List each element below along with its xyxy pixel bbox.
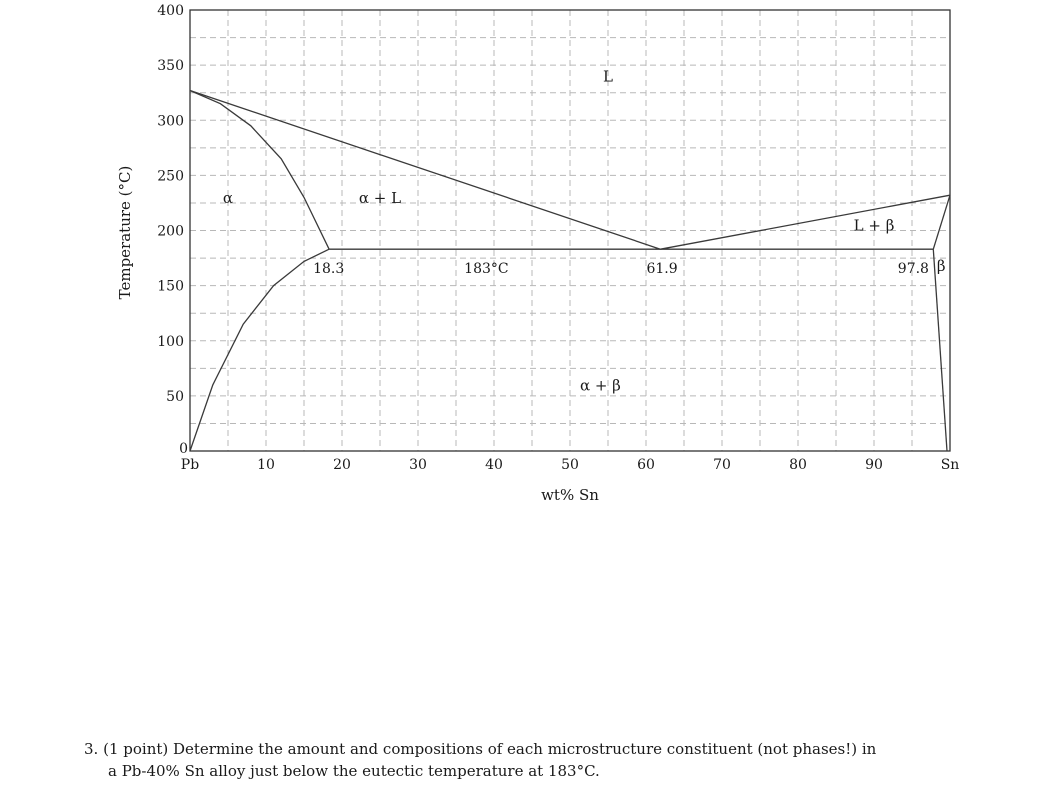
y-tick-label: 350 [157, 58, 184, 74]
x-tick-label: 60 [637, 457, 655, 473]
phase-region-label: α + β [580, 376, 621, 394]
phase-diagram: Pb 10 20 30 40 50 60 70 80 90 Sn 0 50 100 150 200 250 300… [116, 3, 959, 504]
x-tick-label: Sn [941, 457, 960, 473]
tick-labels: Pb 10 20 30 40 50 60 70 80 90 Sn 0 50 100 150 200 250 300… [157, 3, 959, 473]
phase-diagram-svg: Pb 10 20 30 40 50 60 70 80 90 Sn 0 50 100 150 200 250 300… [116, 3, 959, 504]
x-tick-label: 80 [789, 457, 807, 473]
composition-label: 183°C [464, 261, 508, 277]
phase-region-label: α [223, 189, 233, 207]
x-tick-label: 30 [409, 457, 427, 473]
composition-label: 18.3 [313, 261, 344, 277]
x-tick-label: 40 [485, 457, 503, 473]
composition-label: 97.8 [898, 261, 929, 277]
annotations: Lα α + L L + β α + β β 18.3 183°C 61.9 97.8 [223, 68, 946, 395]
y-tick-label: 0 [179, 441, 188, 457]
grid [190, 10, 950, 451]
question-line-2: a Pb-40% Sn alloy just below the eutecti… [108, 762, 600, 780]
composition-label: 61.9 [646, 261, 677, 277]
x-axis-title: wt% Sn [541, 486, 599, 504]
y-tick-label: 200 [157, 224, 184, 240]
x-tick-label: 90 [865, 457, 883, 473]
x-tick-label: 50 [561, 457, 579, 473]
phase-boundary-line [189, 248, 330, 452]
x-tick-label: Pb [181, 457, 199, 473]
phase-region-label: β [937, 257, 946, 275]
phase-boundary-line [189, 89, 330, 250]
y-axis-title: Temperature (°C) [116, 166, 134, 300]
question-line-1: (1 point) Determine the amount and compo… [103, 740, 877, 758]
x-tick-label: 10 [257, 457, 275, 473]
question-number: 3. [84, 740, 99, 758]
phase-boundary-line [932, 249, 948, 452]
y-tick-label: 250 [157, 168, 184, 184]
phase-boundaries [189, 89, 951, 452]
plot-frame [189, 9, 951, 452]
phase-boundary-line [660, 194, 951, 250]
x-tick-label: 70 [713, 457, 731, 473]
y-tick-label: 50 [166, 389, 184, 405]
y-tick-label: 400 [157, 3, 184, 19]
question-text: 3. (1 point) Determine the amount and co… [84, 738, 984, 782]
phase-region-label: L + β [854, 217, 895, 235]
y-tick-label: 300 [157, 113, 184, 129]
phase-boundary-line [932, 195, 951, 250]
y-tick-label: 100 [157, 334, 184, 350]
x-tick-label: 20 [333, 457, 351, 473]
y-tick-label: 150 [157, 279, 184, 295]
phase-boundary-line [189, 89, 661, 250]
phase-region-label: L [603, 68, 613, 86]
phase-region-label: α + L [359, 189, 401, 207]
